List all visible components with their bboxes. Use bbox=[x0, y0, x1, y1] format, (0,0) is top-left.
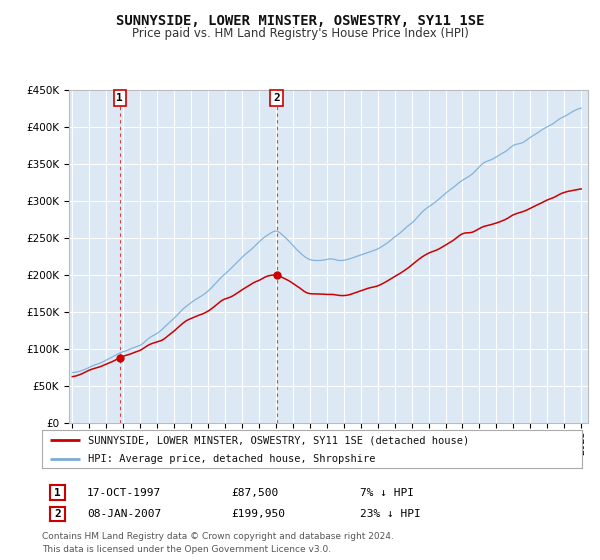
Text: 2: 2 bbox=[273, 93, 280, 103]
Text: 1: 1 bbox=[54, 488, 61, 498]
Text: 23% ↓ HPI: 23% ↓ HPI bbox=[360, 509, 421, 519]
Text: 1: 1 bbox=[116, 93, 123, 103]
Text: 08-JAN-2007: 08-JAN-2007 bbox=[87, 509, 161, 519]
Text: SUNNYSIDE, LOWER MINSTER, OSWESTRY, SY11 1SE (detached house): SUNNYSIDE, LOWER MINSTER, OSWESTRY, SY11… bbox=[88, 435, 469, 445]
Text: £87,500: £87,500 bbox=[231, 488, 278, 498]
Text: 7% ↓ HPI: 7% ↓ HPI bbox=[360, 488, 414, 498]
Text: Contains HM Land Registry data © Crown copyright and database right 2024.: Contains HM Land Registry data © Crown c… bbox=[42, 532, 394, 541]
Text: £199,950: £199,950 bbox=[231, 509, 285, 519]
Text: This data is licensed under the Open Government Licence v3.0.: This data is licensed under the Open Gov… bbox=[42, 545, 331, 554]
Text: 2: 2 bbox=[54, 509, 61, 519]
Text: Price paid vs. HM Land Registry's House Price Index (HPI): Price paid vs. HM Land Registry's House … bbox=[131, 27, 469, 40]
Text: SUNNYSIDE, LOWER MINSTER, OSWESTRY, SY11 1SE: SUNNYSIDE, LOWER MINSTER, OSWESTRY, SY11… bbox=[116, 14, 484, 28]
Text: HPI: Average price, detached house, Shropshire: HPI: Average price, detached house, Shro… bbox=[88, 454, 376, 464]
Text: 17-OCT-1997: 17-OCT-1997 bbox=[87, 488, 161, 498]
